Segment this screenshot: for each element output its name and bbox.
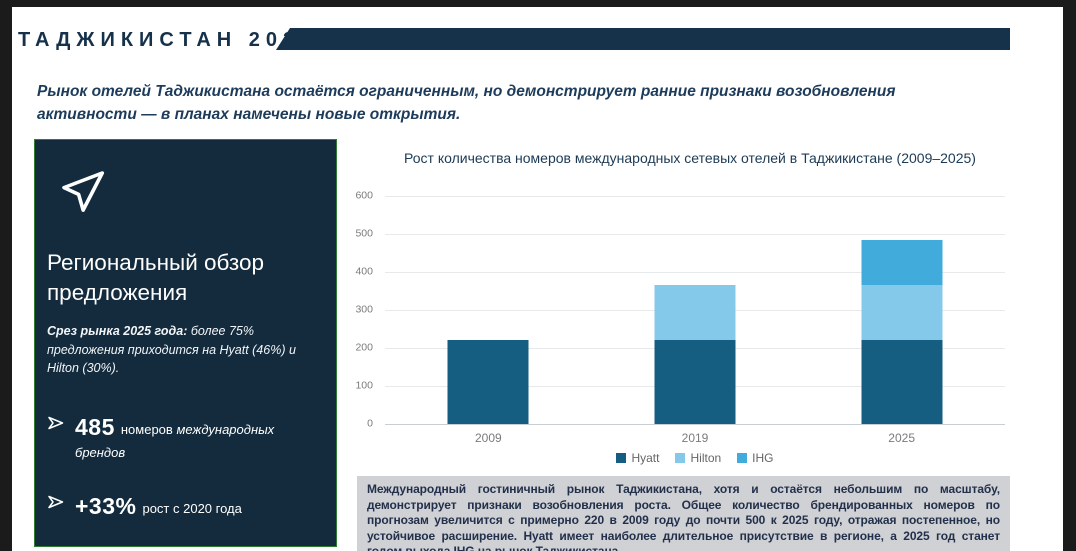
- slide-border-right: [1063, 0, 1076, 551]
- bar-segment-ihg-2025: [861, 239, 943, 286]
- chart-plot-area: 0 100 200 300 400 500 600 2009 2019 2025: [355, 189, 1005, 445]
- card-intro-rest: более 75% предложения приходится на Hyat…: [47, 324, 296, 375]
- grid-line-400: [385, 271, 1005, 273]
- chart-legend: Hyatt Hilton IHG: [385, 451, 1005, 465]
- bar-segment-hyatt-2009: [447, 340, 529, 424]
- grid-line-600: [385, 196, 1005, 197]
- y-axis-tick-label: 0: [367, 417, 373, 430]
- stat-bullet-growth: +33% рост с 2020 года: [47, 490, 320, 523]
- y-axis-tick-label: 200: [355, 341, 373, 354]
- summary-infobox: Международный гостиничный рынок Таджикис…: [357, 476, 1010, 551]
- arrowhead-bullet-icon: [47, 411, 75, 436]
- y-axis-tick-label: 600: [355, 189, 373, 202]
- page-subtitle: Рынок отелей Таджикистана остаётся огран…: [37, 83, 896, 124]
- y-axis-tick-label: 500: [355, 227, 373, 240]
- bar-segment-hilton-2025: [861, 285, 943, 341]
- legend-label: Hilton: [690, 451, 722, 465]
- title-banner-shape: [276, 28, 1010, 50]
- legend-item-hilton: Hilton: [675, 451, 721, 465]
- legend-swatch-icon: [616, 453, 627, 463]
- legend-label: Hyatt: [631, 451, 660, 465]
- grid-line-500: [385, 233, 1005, 235]
- chart-title: Рост количества номеров международных се…: [404, 150, 976, 166]
- x-axis-label-2025: 2025: [888, 431, 916, 445]
- card-heading: Региональный обзор предложения: [47, 250, 265, 305]
- stat-bullet-text: +33% рост с 2020 года: [75, 492, 242, 519]
- y-axis-tick-label: 300: [355, 303, 373, 316]
- y-axis-tick-label: 100: [355, 379, 373, 392]
- slide-border-top: [0, 0, 1076, 7]
- legend-item-ihg: IHG: [737, 451, 774, 465]
- legend-item-hyatt: Hyatt: [616, 451, 659, 465]
- legend-swatch-icon: [737, 453, 748, 463]
- bar-segment-hyatt-2025: [861, 340, 943, 424]
- bar-segment-hilton-2019: [654, 285, 736, 341]
- stat-bullet-text: 485 номеров международных брендов: [75, 413, 275, 461]
- y-axis-tick-label: 400: [355, 265, 373, 278]
- card-intro-bold: Срез рынка 2025 года:: [47, 324, 188, 339]
- legend-label: IHG: [752, 451, 774, 465]
- slide-border-left: [0, 0, 12, 551]
- arrowhead-bullet-icon: [47, 490, 75, 515]
- stat-bullet-rooms: 485 номеров международных брендов: [47, 411, 320, 463]
- x-axis-label-2009: 2009: [474, 431, 502, 445]
- legend-swatch-icon: [675, 453, 686, 463]
- grid-line-0: [385, 424, 1005, 425]
- regional-overview-card: Региональный обзор предложения Срез рынк…: [34, 139, 337, 547]
- card-intro: Срез рынка 2025 года: более 75% предложе…: [47, 322, 320, 376]
- x-axis-label-2019: 2019: [681, 431, 709, 445]
- stat-bullet-list: 485 номеров международных брендов +33% рос…: [47, 411, 320, 551]
- page-title: ТАДЖИКИСТАН 2025: [18, 29, 318, 51]
- send-arrow-icon: [62, 171, 105, 212]
- bar-segment-hyatt-2019: [654, 340, 736, 424]
